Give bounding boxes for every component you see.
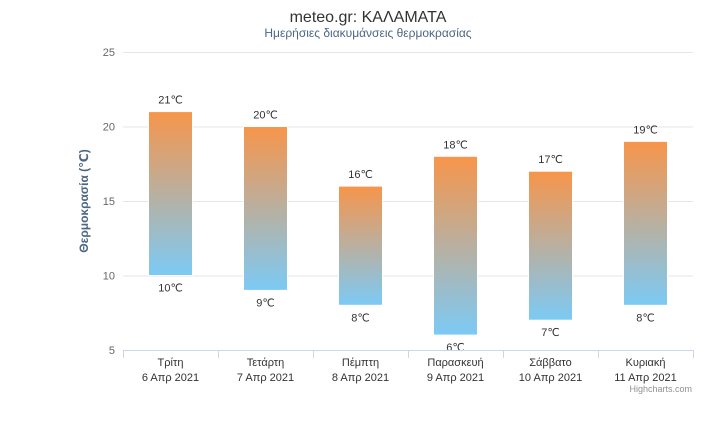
credits-link[interactable]: Highcharts.com <box>629 384 692 394</box>
temperature-range-bar[interactable] <box>148 111 193 276</box>
x-tick-label-day: Παρασκευή <box>427 357 483 369</box>
high-temp-label: 20℃ <box>253 110 278 122</box>
temperature-range-bar[interactable] <box>338 185 383 306</box>
grid-lines: 5 10 15 20 25 <box>103 47 693 357</box>
y-tick-label: 15 <box>103 196 115 208</box>
high-temp-label: 18℃ <box>443 139 468 151</box>
x-tick-label-day: Σάββατο <box>529 357 571 369</box>
y-tick-label: 25 <box>103 47 115 59</box>
y-tick-label: 5 <box>109 345 115 357</box>
high-temp-label: 19℃ <box>633 124 658 136</box>
low-temp-label: 9℃ <box>256 297 274 309</box>
x-axis: Τρίτη 6 Απρ 2021 Τετάρτη 7 Απρ 2021 Πέμπτη 8 … <box>123 350 694 384</box>
x-tick-label-day: Τετάρτη <box>247 357 285 369</box>
high-temp-label: 16℃ <box>348 169 373 181</box>
chart-title: meteo.gr: ΚΑΛΑΜΑΤΑ <box>290 9 447 26</box>
bar-series <box>148 111 668 336</box>
x-tick-label-date: 10 Απρ 2021 <box>519 372 582 384</box>
data-labels: 21℃ 10℃ 20℃ 9℃ 16℃ 8℃ 18℃ 6℃ 17℃ 7℃ 19℃ 8℃ <box>158 95 658 355</box>
chart-subtitle: Ημερήσιες διακυμάνσεις θερμοκρασίας <box>264 26 471 40</box>
x-tick-label-date: 8 Απρ 2021 <box>332 372 389 384</box>
x-tick-label-date: 9 Απρ 2021 <box>427 372 484 384</box>
x-tick-label-date: 6 Απρ 2021 <box>142 372 199 384</box>
low-temp-label: 8℃ <box>636 312 654 324</box>
y-axis-title: Θερμοκρασία (℃) <box>77 149 91 252</box>
x-tick-label-day: Κυριακή <box>625 357 665 369</box>
low-temp-label: 7℃ <box>541 327 559 339</box>
temperature-range-bar[interactable] <box>623 140 668 306</box>
x-tick-label-date: 11 Απρ 2021 <box>614 372 677 384</box>
y-tick-label: 20 <box>103 122 115 134</box>
high-temp-label: 17℃ <box>538 154 563 166</box>
low-temp-label: 10℃ <box>158 283 183 295</box>
y-tick-label: 10 <box>103 271 115 283</box>
low-temp-label: 8℃ <box>351 312 369 324</box>
high-temp-label: 21℃ <box>158 95 183 107</box>
x-tick-label-date: 7 Απρ 2021 <box>237 372 294 384</box>
temperature-range-bar[interactable] <box>243 126 288 291</box>
low-temp-label: 6℃ <box>446 342 464 354</box>
temperature-range-bar[interactable] <box>528 170 573 321</box>
x-tick-label-day: Πέμπτη <box>342 357 379 369</box>
temperature-range-bar[interactable] <box>433 155 478 336</box>
x-tick-label-day: Τρίτη <box>158 357 184 369</box>
